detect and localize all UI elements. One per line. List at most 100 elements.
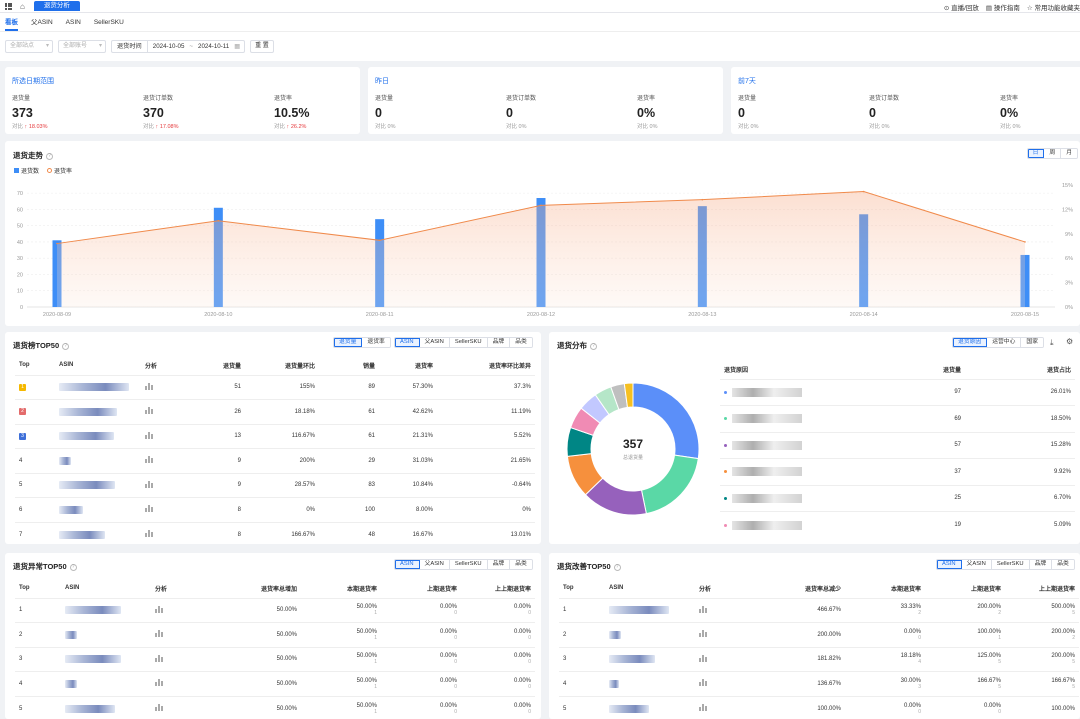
help-icon[interactable]: ?: [590, 342, 597, 350]
analysis-icon[interactable]: [155, 704, 163, 711]
reset-button[interactable]: 重 置: [250, 40, 274, 53]
dist-country-tab[interactable]: 国家: [1021, 338, 1044, 347]
granularity-week[interactable]: 周: [1044, 149, 1062, 158]
column-header[interactable]: ASIN: [59, 362, 74, 369]
asin-masked[interactable]: [609, 679, 619, 688]
rate-point[interactable]: [540, 204, 542, 207]
legend-returns[interactable]: 退货数: [14, 166, 39, 175]
column-header[interactable]: 上期退货率: [426, 586, 457, 593]
dim-parent-asin[interactable]: 父ASIN: [419, 560, 450, 569]
asin-masked[interactable]: [609, 704, 649, 713]
table-row[interactable]: 5 50.00% 50.00% 1 0.00% 0 0.00% 0: [15, 695, 535, 719]
rate-point[interactable]: [1024, 241, 1026, 243]
column-header[interactable]: 退货原因: [724, 367, 749, 374]
column-header[interactable]: 上期退货率: [970, 586, 1001, 593]
asin-masked[interactable]: [59, 530, 105, 539]
asin-masked[interactable]: [609, 630, 621, 639]
subtab-sellersku[interactable]: SellerSKU: [93, 18, 124, 26]
analysis-icon[interactable]: [699, 679, 707, 687]
column-header[interactable]: 分析: [155, 586, 168, 593]
analysis-icon[interactable]: [145, 505, 153, 513]
settings-icon[interactable]: ⚙: [1066, 337, 1074, 346]
asin-masked[interactable]: [65, 704, 115, 713]
column-header[interactable]: 上上期退货率: [494, 586, 531, 593]
download-icon[interactable]: ⤓: [1050, 338, 1054, 347]
asin-masked[interactable]: [609, 655, 655, 664]
analysis-icon[interactable]: [145, 480, 153, 488]
rate-point[interactable]: [862, 190, 865, 193]
table-row[interactable]: 7 8 166.67% 48 16.67% 13.01%: [15, 521, 535, 544]
table-row[interactable]: 3 13 116.67% 61 21.31% 5.52%: [15, 423, 535, 449]
table-row[interactable]: 97 26.01%: [720, 378, 1075, 406]
analysis-icon[interactable]: [699, 630, 707, 638]
dim-brand[interactable]: 品牌: [487, 338, 511, 347]
column-header[interactable]: 退货占比: [1046, 367, 1071, 374]
date-range-picker[interactable]: 退货时间 2024-10-05 ~ 2024-10-11 ▦: [111, 40, 246, 53]
table-row[interactable]: 2 26 18.18% 61 42.62% 11.19%: [15, 399, 535, 424]
subtab-parent-asin[interactable]: 父ASIN: [31, 18, 53, 26]
column-header[interactable]: 退货率: [414, 363, 433, 370]
dim-asin[interactable]: ASIN: [395, 560, 420, 569]
dim-sellersku[interactable]: SellerSKU: [449, 338, 488, 347]
tab-return-analysis[interactable]: 退货分析: [33, 1, 80, 11]
table-row[interactable]: 6 8 0% 100 8.00% 0%: [15, 497, 535, 522]
column-header[interactable]: 退货率环比差异: [488, 363, 531, 370]
table-row[interactable]: 5 9 28.57% 83 10.84% -0.64%: [15, 472, 535, 498]
asin-masked[interactable]: [59, 481, 115, 490]
legend-rate[interactable]: 退货率: [47, 166, 72, 175]
table-row[interactable]: 3 181.82% 18.18% 4 125.00% 5 200.00% 5: [559, 646, 1079, 672]
table-row[interactable]: 4 50.00% 50.00% 1 0.00% 0 0.00% 0: [15, 671, 535, 696]
column-header[interactable]: ASIN: [65, 585, 80, 592]
table-row[interactable]: 2 50.00% 50.00% 1 0.00% 0 0.00% 0: [15, 622, 535, 647]
guide-link[interactable]: ▤ 操作指南: [985, 4, 1020, 12]
table-row[interactable]: 5 100.00% 0.00% 0 0.00% 0 100.00%: [559, 695, 1079, 719]
donut-slice[interactable]: [623, 382, 634, 408]
analysis-icon[interactable]: [145, 382, 153, 390]
dim-category[interactable]: 品类: [510, 338, 532, 347]
asin-masked[interactable]: [59, 505, 83, 514]
table-row[interactable]: 57 15.28%: [720, 431, 1075, 459]
favorites-link[interactable]: ☆ 常用功能收藏夹: [1026, 4, 1080, 12]
granularity-day[interactable]: 日: [1027, 149, 1045, 158]
asin-masked[interactable]: [59, 432, 114, 441]
metric-return-rate[interactable]: 退货率: [362, 338, 390, 347]
dim-brand[interactable]: 品牌: [1029, 560, 1053, 569]
table-row[interactable]: 1 51 155% 89 57.30% 37.3%: [15, 374, 535, 400]
granularity-month[interactable]: 月: [1061, 149, 1077, 158]
analysis-icon[interactable]: [145, 431, 153, 439]
dim-category[interactable]: 品类: [510, 560, 532, 569]
dim-asin[interactable]: ASIN: [937, 560, 962, 569]
subtab-dashboard[interactable]: 看板: [5, 13, 18, 32]
dim-parent-asin[interactable]: 父ASIN: [961, 560, 992, 569]
date-from[interactable]: 2024-10-05: [152, 43, 185, 50]
home-icon[interactable]: ⌂: [20, 1, 25, 11]
asin-masked[interactable]: [65, 655, 121, 664]
table-row[interactable]: 1 466.67% 33.33% 2 200.00% 2 500.00% 5: [559, 597, 1079, 623]
date-to[interactable]: 2024-10-11: [198, 43, 230, 50]
column-header[interactable]: 本期退货率: [890, 586, 921, 593]
column-header[interactable]: Top: [19, 585, 30, 592]
column-header[interactable]: 上上期退货率: [1038, 586, 1075, 593]
column-header[interactable]: 退货率总减少: [804, 586, 841, 593]
rate-point[interactable]: [56, 242, 58, 245]
analysis-icon[interactable]: [699, 704, 707, 711]
analysis-icon[interactable]: [699, 654, 707, 662]
dim-category[interactable]: 品类: [1052, 560, 1074, 569]
column-header[interactable]: 本期退货率: [346, 586, 377, 593]
column-header[interactable]: Top: [563, 585, 574, 592]
subtab-asin[interactable]: ASIN: [65, 18, 81, 26]
column-header[interactable]: 退货率总增加: [260, 586, 297, 593]
column-header[interactable]: 退货量: [942, 367, 961, 374]
apps-grid-icon[interactable]: [5, 2, 12, 10]
help-icon[interactable]: ?: [62, 342, 70, 350]
column-header[interactable]: Top: [19, 362, 30, 369]
analysis-icon[interactable]: [145, 407, 153, 415]
rate-point[interactable]: [701, 198, 704, 201]
dim-parent-asin[interactable]: 父ASIN: [419, 338, 450, 347]
asin-masked[interactable]: [65, 630, 77, 639]
help-icon[interactable]: ?: [46, 152, 53, 160]
table-row[interactable]: 25 6.70%: [720, 484, 1075, 512]
help-icon[interactable]: ?: [613, 563, 621, 571]
table-row[interactable]: 37 9.92%: [720, 458, 1075, 485]
rate-point[interactable]: [378, 239, 381, 242]
